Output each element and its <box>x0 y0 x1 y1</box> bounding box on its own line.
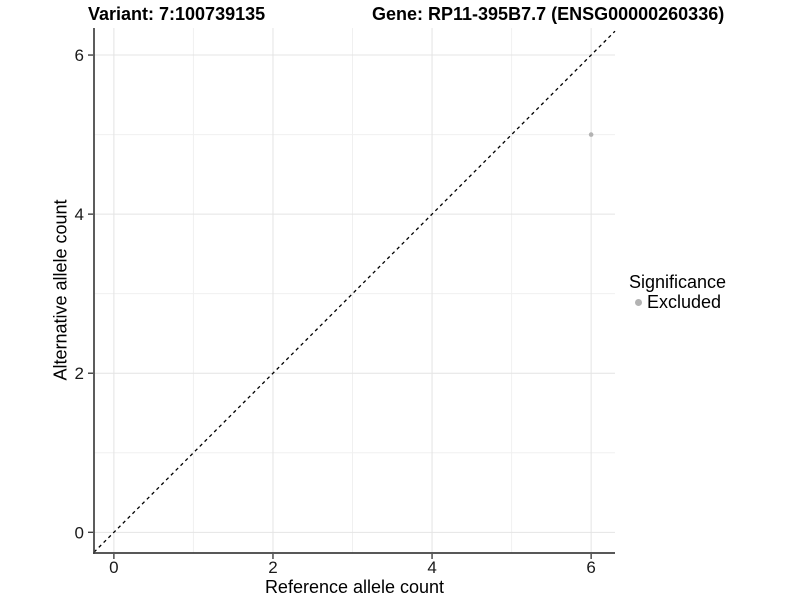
y-tick-label: 4 <box>75 205 84 224</box>
y-tick-label: 2 <box>75 364 84 383</box>
legend: Significance Excluded <box>629 272 727 312</box>
variant-title: Variant: 7:100739135 <box>88 4 266 24</box>
x-tick-label: 2 <box>268 558 277 577</box>
data-point <box>588 132 594 137</box>
legend-item-excluded: Excluded <box>635 293 726 311</box>
y-tick-label: 6 <box>75 46 84 65</box>
x-tick-label: 0 <box>109 558 118 577</box>
x-tick-label: 6 <box>586 558 595 577</box>
legend-title: Significance <box>629 272 727 292</box>
x-tick-label: 4 <box>427 558 436 577</box>
identity-reference-line <box>93 30 616 553</box>
legend-item-label: Excluded <box>647 292 722 312</box>
gene-title: Gene: RP11-395B7.7 (ENSG00000260336) <box>372 4 725 24</box>
x-axis-label: Reference allele count <box>264 577 445 597</box>
excluded-dot-icon <box>635 298 642 306</box>
y-tick-label: 0 <box>75 523 84 542</box>
